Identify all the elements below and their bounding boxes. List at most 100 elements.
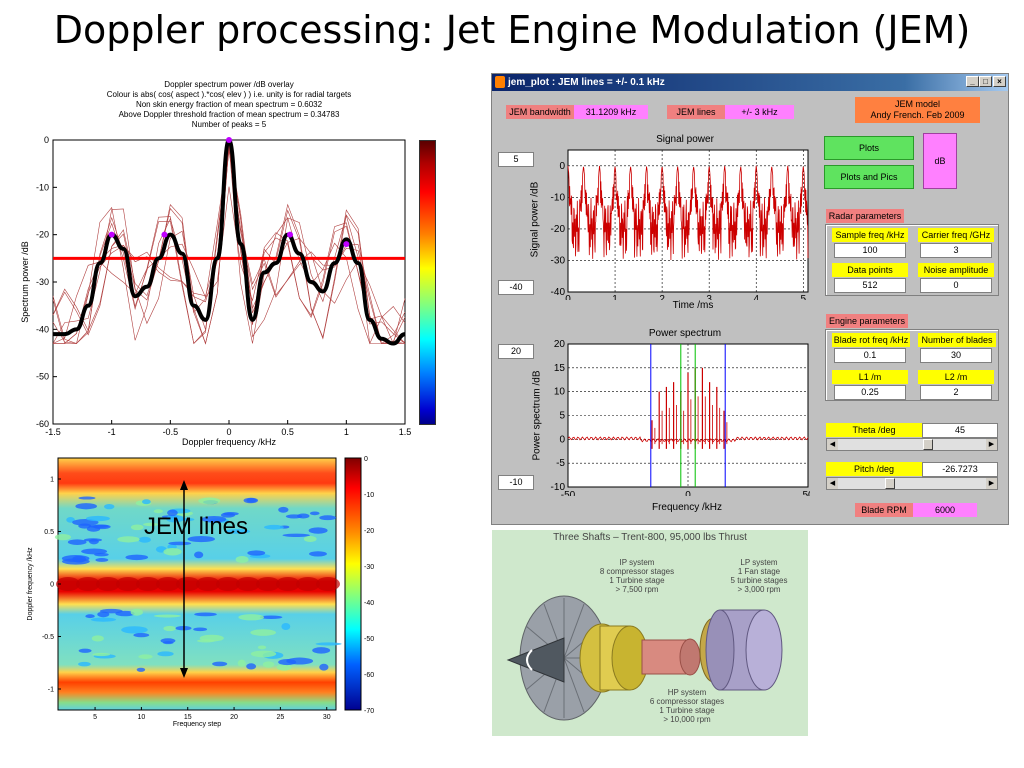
radar-panel-label: Radar parameters — [826, 209, 904, 223]
db-toggle-button[interactable]: dB — [923, 133, 957, 189]
theta-slider-thumb[interactable] — [923, 439, 933, 450]
heatmap-band-cell — [76, 577, 100, 591]
spectrum-xtick-label: 0 — [685, 490, 691, 496]
heatmap-blob — [75, 503, 97, 510]
heatmap-blob — [235, 556, 249, 563]
heatmap-blob — [157, 651, 174, 657]
jem-lines-annotation: JEM lines — [144, 513, 248, 540]
spectrum-xtick-label: -50 — [561, 490, 576, 496]
heatmap-blob — [165, 514, 184, 523]
blade-rot-freq-input[interactable]: 0.1 — [834, 348, 906, 363]
theta-slider-right-arrow[interactable]: ▶ — [986, 439, 997, 450]
pitch-input[interactable]: -26.7273 — [922, 462, 998, 477]
carrier-freq-input[interactable]: 3 — [920, 243, 992, 258]
spectrum-ymin-input[interactable]: -10 — [498, 475, 534, 490]
overlay-series — [53, 137, 406, 346]
signal-ymax-input[interactable]: 5 — [498, 152, 534, 167]
spectrum-yticks: 20 15 10 5 0 -5 -10 — [551, 339, 566, 493]
signal-xtick-label: 1 — [612, 294, 618, 300]
close-button[interactable]: × — [993, 76, 1006, 87]
overlay-ytick-label: -50 — [36, 372, 49, 382]
heatmap-colorbar-ticks: 0 -10 -20 -30 -40 -50 -60 -70 — [364, 456, 374, 715]
spectrum-ytick-label: 5 — [559, 411, 565, 422]
data-points-label: Data points — [832, 263, 908, 277]
heatmap-blob — [224, 529, 251, 534]
lp-system-text: LP system 1 Fan stage 5 turbine stages > 3,… — [730, 558, 788, 594]
heatmap-blob — [319, 663, 329, 671]
heatmap-blob — [92, 652, 111, 657]
overlay-xtick-label: -1.5 — [45, 427, 61, 437]
data-points-input[interactable]: 512 — [834, 278, 906, 293]
signal-xtick-label: 0 — [565, 294, 571, 300]
heatmap-xtick-label: 15 — [184, 714, 192, 721]
heatmap-blob — [257, 645, 267, 650]
plots-and-pics-button[interactable]: Plots and Pics — [824, 165, 914, 189]
l1-input[interactable]: 0.25 — [834, 385, 906, 400]
overlay-variant-line — [52, 144, 406, 345]
pitch-slider-thumb[interactable] — [885, 478, 895, 489]
pitch-slider-left-arrow[interactable]: ◀ — [827, 478, 838, 489]
spectrum-ymax-input[interactable]: 20 — [498, 344, 534, 359]
heatmap-blob — [136, 667, 146, 672]
model-line2: Andy French. Feb 2009 — [870, 110, 965, 120]
noise-amplitude-label: Noise amplitude — [918, 263, 994, 277]
spectrum-ytick-label: -10 — [551, 482, 566, 493]
plots-button[interactable]: Plots — [824, 136, 914, 160]
peak-marker — [108, 231, 115, 238]
overlay-ytick-label: -60 — [36, 419, 49, 429]
engine-title: Three Shafts – Trent-800, 95,000 lbs Thr… — [553, 532, 747, 543]
matlab-icon — [495, 76, 505, 88]
theta-input[interactable]: 45 — [922, 423, 998, 438]
heatmap-blob — [85, 515, 110, 522]
window-titlebar[interactable]: jem_plot : JEM lines = +/- 0.1 kHz _ □ × — [492, 74, 1008, 91]
overlay-title-line: Non skin energy fraction of mean spectru… — [136, 100, 323, 109]
pitch-slider[interactable]: ◀ ▶ — [826, 477, 998, 490]
heatmap-blob — [237, 659, 246, 667]
peak-marker — [226, 137, 232, 143]
signal-ymin-input[interactable]: -40 — [498, 280, 534, 295]
pitch-label: Pitch /deg — [826, 462, 922, 476]
signal-xtick-label: 5 — [801, 294, 807, 300]
heatmap-noise — [54, 496, 342, 672]
engine-parameters-panel — [825, 329, 999, 401]
theta-slider[interactable]: ◀ ▶ — [826, 438, 998, 451]
theta-slider-left-arrow[interactable]: ◀ — [827, 439, 838, 450]
l2-input[interactable]: 2 — [920, 385, 992, 400]
signal-xtick-label: 3 — [706, 294, 712, 300]
heatmap-blob — [285, 514, 303, 519]
heatmap-blob — [278, 658, 297, 666]
heatmap-blob — [61, 554, 90, 563]
heatmap-xtick-label: 5 — [93, 714, 97, 721]
maximize-button[interactable]: □ — [979, 76, 992, 87]
jem-bandwidth-value: 31.1209 kHz — [574, 105, 648, 119]
minimize-button[interactable]: _ — [966, 76, 979, 87]
number-of-blades-input[interactable]: 30 — [920, 348, 992, 363]
heatmap-blob — [162, 641, 174, 645]
heatmap-cbtick-label: -40 — [364, 600, 374, 607]
heatmap-cbtick-label: -70 — [364, 708, 374, 715]
jem-lines-label: JEM lines — [667, 105, 725, 119]
overlay-ytick-label: -10 — [36, 182, 49, 192]
slide-title: Doppler processing: Jet Engine Modulatio… — [53, 8, 971, 52]
signal-ylabel: Signal power /dB — [529, 181, 541, 258]
heatmap-ytick-label: -0.5 — [42, 634, 54, 641]
heatmap-xtick-label: 25 — [277, 714, 285, 721]
heatmap-band-cell — [256, 577, 280, 591]
signal-xtick-label: 4 — [753, 294, 759, 300]
signal-xticks: 0 1 2 3 4 5 — [565, 294, 806, 300]
heatmap-blob — [117, 536, 140, 543]
heatmap-band-cell — [316, 577, 340, 591]
heatmap-blob — [99, 608, 123, 614]
radar-parameters-panel — [825, 224, 999, 296]
overlay-xtick-label: 0.5 — [281, 427, 294, 437]
heatmap-blob — [81, 548, 108, 555]
noise-amplitude-input[interactable]: 0 — [920, 278, 992, 293]
signal-power-trace — [567, 165, 809, 261]
pitch-slider-right-arrow[interactable]: ▶ — [986, 478, 997, 489]
heatmap-blob — [66, 517, 75, 523]
overlay-title-line: Colour is abs( cos( aspect ).*cos( elev … — [107, 90, 352, 99]
spectrum-ytick-label: -5 — [556, 458, 565, 469]
l2-label: L2 /m — [918, 370, 994, 384]
overlay-spectrum-chart: Doppler spectrum power /dB overlayColour… — [20, 80, 411, 447]
sample-freq-input[interactable]: 100 — [834, 243, 906, 258]
